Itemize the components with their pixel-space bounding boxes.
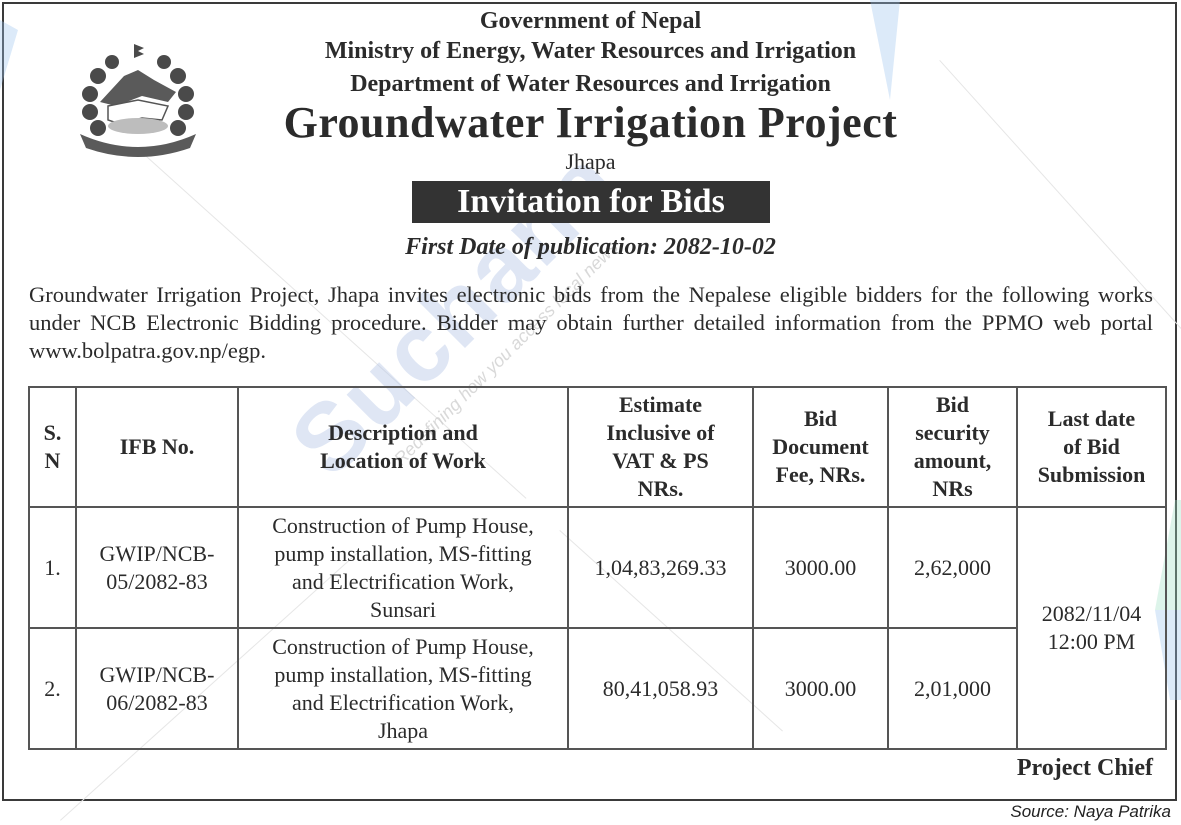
- department-title: Department of Water Resources and Irriga…: [350, 71, 831, 97]
- ministry-title: Ministry of Energy, Water Resources and …: [324, 38, 857, 64]
- source-credit: Source: Naya Patrika: [1010, 802, 1171, 821]
- col-header-doc-fee: Bid Document Fee, NRs.: [752, 386, 889, 508]
- col-header-bid-security: Bid security amount, NRs: [887, 386, 1018, 508]
- cell-estimate: 1,04,83,269.33: [567, 506, 754, 629]
- project-location: Jhapa: [565, 149, 616, 174]
- table-row: 2. GWIP/NCB- 06/2082-83 Construction of P…: [28, 627, 1166, 750]
- col-header-sn: S. N: [28, 386, 77, 508]
- cell-doc-fee: 3000.00: [752, 627, 889, 750]
- cell-bid-security: 2,01,000: [887, 627, 1018, 750]
- cell-sn: 2.: [28, 627, 77, 750]
- government-title: Government of Nepal: [479, 8, 702, 34]
- cell-description: Construction of Pump House, pump installa…: [237, 506, 569, 629]
- cell-description: Construction of Pump House, pump installa…: [237, 627, 569, 750]
- publication-date: First Date of publication: 2082-10-02: [405, 234, 776, 260]
- cell-last-date: 2082/11/04 12:00 PM: [1016, 506, 1167, 750]
- signatory: Project Chief: [1016, 755, 1153, 781]
- project-title: Groundwater Irrigation Project: [283, 98, 898, 147]
- intro-paragraph: Groundwater Irrigation Project, Jhapa in…: [29, 282, 1153, 363]
- col-header-last-date: Last date of Bid Submission: [1016, 386, 1167, 508]
- watermark-arrow-icon: [870, 0, 900, 100]
- cell-estimate: 80,41,058.93: [567, 627, 754, 750]
- notice-title-banner: Invitation for Bids: [412, 181, 770, 223]
- cell-bid-security: 2,62,000: [887, 506, 1018, 629]
- cell-sn: 1.: [28, 506, 77, 629]
- cell-ifb: GWIP/NCB- 05/2082-83: [75, 506, 239, 629]
- col-header-ifb: IFB No.: [75, 386, 239, 508]
- table-header-row: S. N IFB No. Description and Location of W…: [28, 386, 1167, 508]
- watermark-arrow-icon: [0, 20, 18, 90]
- cell-ifb: GWIP/NCB- 06/2082-83: [75, 627, 239, 750]
- col-header-description: Description and Location of Work: [237, 386, 569, 508]
- col-header-estimate: Estimate Inclusive of VAT & PS NRs.: [567, 386, 754, 508]
- cell-doc-fee: 3000.00: [752, 506, 889, 629]
- nepal-emblem-icon: [80, 44, 196, 157]
- bids-table: S. N IFB No. Description and Location of W…: [28, 386, 1167, 750]
- table-row: 1. GWIP/NCB- 05/2082-83 Construction of P…: [28, 506, 1167, 750]
